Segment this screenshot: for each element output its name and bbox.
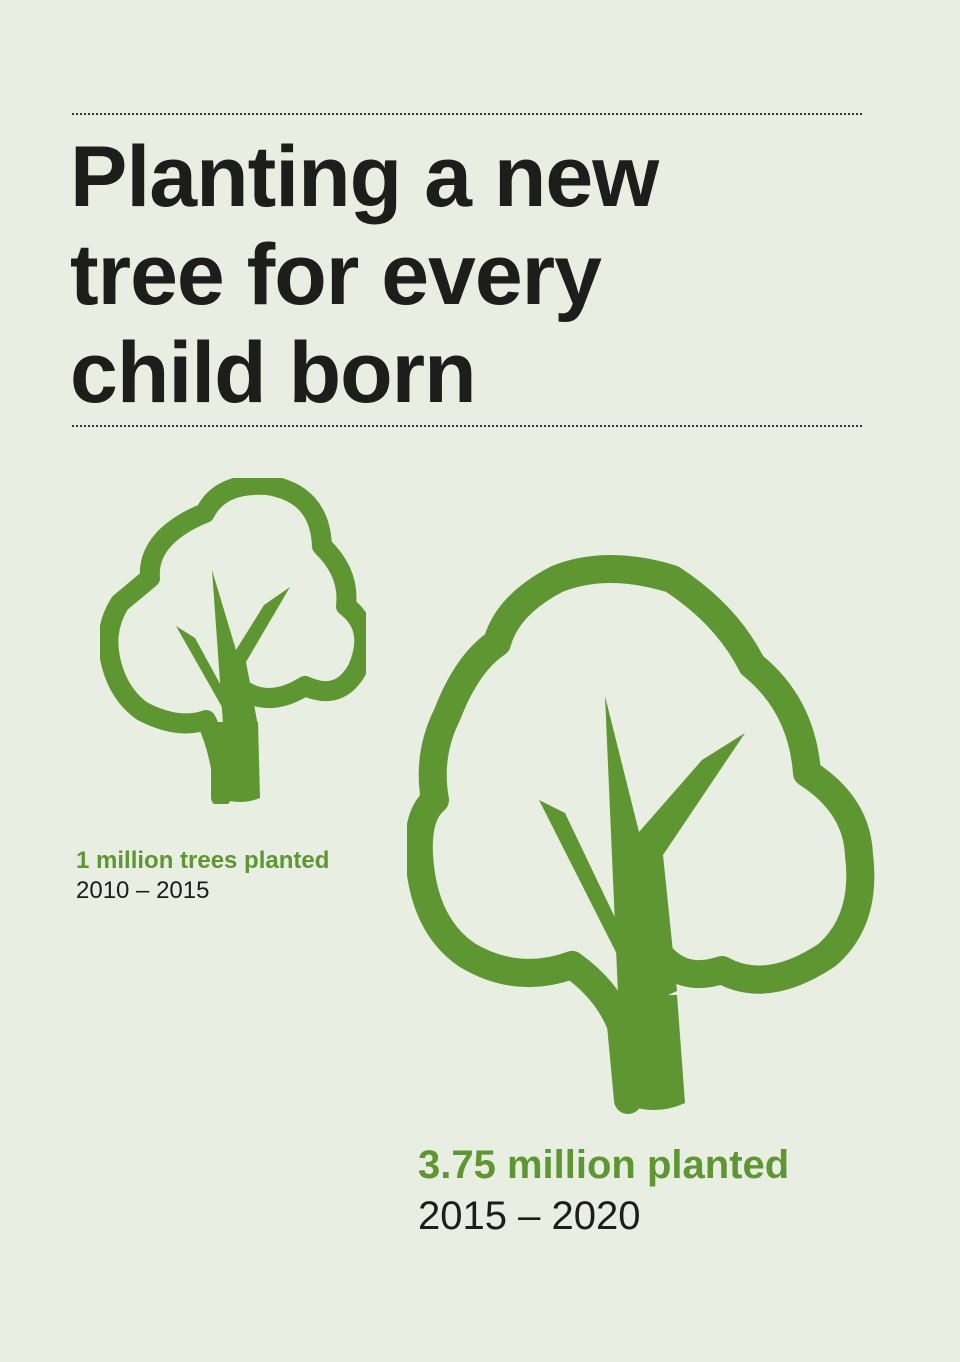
small-tree-icon <box>100 478 366 804</box>
small-stat: 1 million trees planted 2010 – 2015 <box>76 846 329 906</box>
page-title: Planting a new tree for every child born <box>70 128 870 422</box>
bottom-dotted-divider <box>72 425 862 427</box>
large-stat-period: 2015 – 2020 <box>418 1194 641 1238</box>
title-line-3: child born <box>70 325 477 421</box>
large-tree-icon <box>407 555 875 1114</box>
title-line-2: tree for every <box>70 227 602 323</box>
large-stat: 3.75 million planted 2015 – 2020 <box>418 1140 789 1242</box>
small-stat-period: 2010 – 2015 <box>76 877 210 904</box>
large-stat-amount: 3.75 million planted <box>418 1143 790 1187</box>
top-dotted-divider <box>72 113 862 115</box>
title-line-1: Planting a new <box>70 129 659 225</box>
small-stat-amount: 1 million trees planted <box>76 847 330 874</box>
